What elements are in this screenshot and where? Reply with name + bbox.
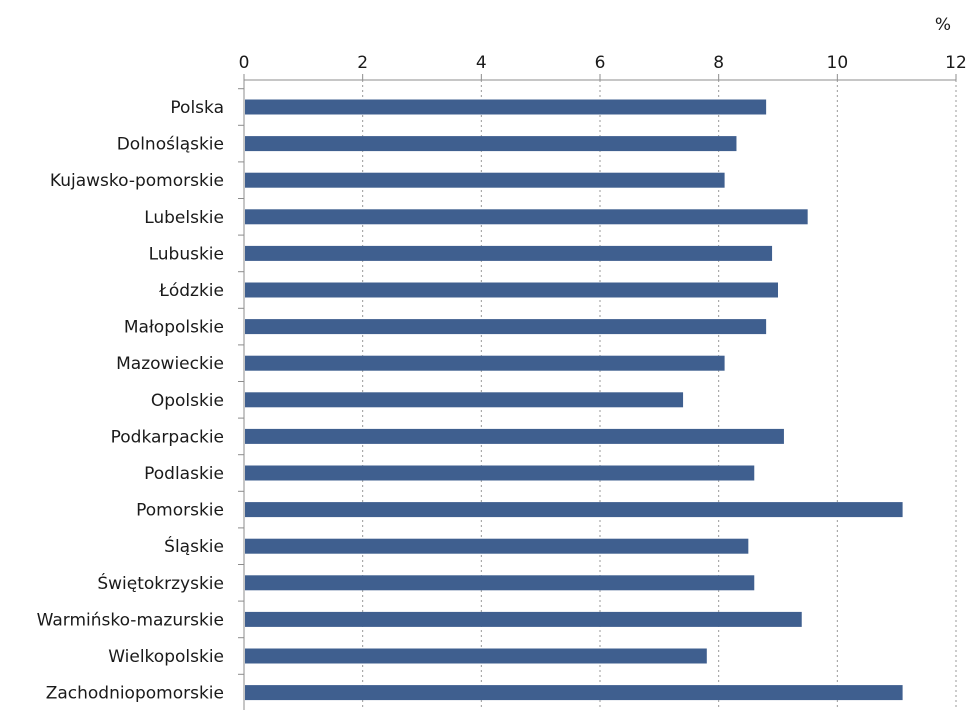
axes	[238, 74, 957, 710]
bar-15	[245, 648, 707, 664]
category-label-8: Opolskie	[151, 391, 224, 411]
category-label-14: Warmińsko-mazurskie	[37, 610, 224, 630]
category-label-11: Pomorskie	[136, 501, 224, 521]
category-label-1: Dolnośląskie	[117, 135, 224, 155]
x-tick-label-0: 0	[239, 53, 250, 73]
x-tick-label-2: 2	[357, 53, 368, 73]
bar-16	[245, 685, 903, 701]
unit-label: %	[935, 15, 951, 35]
bar-13	[245, 575, 755, 591]
category-label-12: Śląskie	[164, 535, 224, 557]
category-label-2: Kujawsko-pomorskie	[50, 171, 224, 191]
category-label-0: Polska	[170, 98, 224, 118]
bar-14	[245, 611, 802, 627]
x-tick-label-8: 8	[713, 53, 724, 73]
x-tick-label-6: 6	[595, 53, 606, 73]
bar-5	[245, 282, 778, 298]
bar-9	[245, 428, 784, 444]
bar-10	[245, 465, 755, 481]
bar-3	[245, 209, 808, 225]
category-label-16: Zachodniopomorskie	[46, 684, 224, 704]
category-label-10: Podlaskie	[144, 464, 224, 484]
category-label-6: Małopolskie	[124, 318, 224, 338]
bars	[245, 99, 903, 701]
category-labels: Polska Dolnośląskie Kujawsko-pomorskie Lube…	[37, 98, 224, 704]
category-label-9: Podkarpackie	[111, 427, 224, 447]
bar-12	[245, 538, 749, 554]
x-tick-label-4: 4	[476, 53, 487, 73]
bar-11	[245, 502, 903, 518]
x-tick-labels: 0 2 4 6 8 10 12	[239, 53, 967, 73]
category-label-5: Łódzkie	[158, 281, 224, 301]
category-label-7: Mazowieckie	[116, 354, 224, 374]
category-label-13: Świętokrzyskie	[97, 572, 224, 594]
bar-4	[245, 245, 773, 261]
x-tick-label-10: 10	[827, 53, 849, 73]
category-label-4: Lubuskie	[149, 244, 224, 264]
bar-6	[245, 319, 767, 335]
bar-2	[245, 172, 725, 188]
category-label-3: Lubelskie	[144, 208, 224, 228]
category-label-15: Wielkopolskie	[108, 647, 224, 667]
bar-8	[245, 392, 684, 408]
bar-0	[245, 99, 767, 115]
bar-7	[245, 355, 725, 371]
x-tick-label-12: 12	[945, 53, 967, 73]
bar-1	[245, 136, 737, 152]
